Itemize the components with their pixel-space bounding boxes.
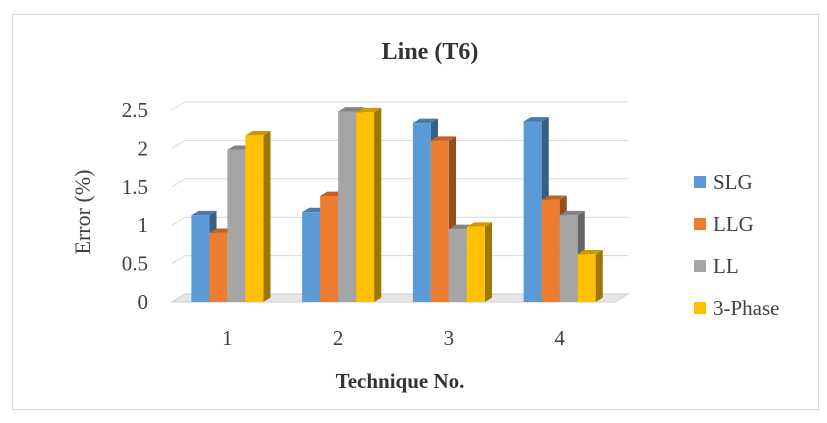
x-axis-ticks: 1 2 3 4 bbox=[222, 326, 565, 350]
bar bbox=[356, 107, 382, 303]
bar-top bbox=[577, 249, 603, 255]
bar-front bbox=[209, 232, 228, 302]
y-axis-title: Error (%) bbox=[70, 170, 95, 255]
bar-top bbox=[523, 117, 549, 122]
y-axis-ticks: 0 0.5 1 1.5 2 2.5 bbox=[122, 98, 148, 314]
bar bbox=[245, 130, 271, 302]
y-tick-label: 0 bbox=[138, 290, 149, 314]
bar-top bbox=[245, 130, 271, 136]
legend: SLG LLG LL 3-Phase bbox=[694, 170, 780, 320]
bar-front bbox=[466, 226, 485, 302]
bar-top bbox=[338, 107, 364, 112]
bar-front bbox=[577, 254, 596, 302]
bar-top bbox=[541, 195, 567, 200]
bar bbox=[466, 222, 493, 302]
bar-top bbox=[559, 210, 585, 216]
bar-front bbox=[338, 111, 357, 302]
bar-top bbox=[466, 222, 493, 227]
legend-item: LLG bbox=[694, 212, 754, 236]
x-tick-label: 2 bbox=[333, 326, 344, 350]
bar-front bbox=[559, 215, 578, 302]
bar-front bbox=[302, 212, 321, 302]
x-tick-label: 4 bbox=[554, 326, 565, 350]
bar bbox=[577, 249, 603, 302]
bar-top bbox=[412, 118, 439, 124]
gridline bbox=[171, 216, 186, 226]
chart-border bbox=[12, 14, 819, 410]
x-tick-label: 1 bbox=[222, 326, 233, 350]
bar-front bbox=[448, 229, 467, 302]
gridline bbox=[171, 178, 186, 188]
y-tick-label: 2.5 bbox=[122, 98, 148, 122]
legend-item: 3-Phase bbox=[694, 296, 780, 320]
bar-side bbox=[595, 249, 603, 302]
y-tick-label: 2 bbox=[138, 136, 149, 160]
legend-item: SLG bbox=[694, 170, 753, 194]
legend-label: LLG bbox=[713, 212, 754, 236]
legend-item: LL bbox=[694, 254, 739, 278]
bar-front bbox=[320, 196, 339, 302]
bar-front bbox=[356, 112, 375, 302]
chart-title: Line (T6) bbox=[382, 39, 479, 65]
legend-swatch bbox=[694, 302, 706, 314]
gridline bbox=[171, 101, 186, 111]
bars bbox=[191, 107, 603, 303]
x-axis-title: Technique No. bbox=[336, 369, 465, 393]
bar-top bbox=[356, 107, 382, 113]
bar-side bbox=[484, 222, 493, 302]
bar-side bbox=[374, 107, 382, 303]
bar-side bbox=[263, 130, 271, 302]
bar-front bbox=[227, 149, 246, 302]
legend-swatch bbox=[694, 260, 706, 272]
legend-label: 3-Phase bbox=[713, 296, 780, 320]
legend-label: LL bbox=[713, 254, 739, 278]
bar-top bbox=[191, 210, 217, 216]
bar-front bbox=[541, 199, 560, 302]
legend-swatch bbox=[694, 176, 706, 188]
y-tick-label: 0.5 bbox=[122, 252, 148, 276]
legend-label: SLG bbox=[713, 170, 753, 194]
gridline bbox=[171, 139, 186, 149]
y-tick-label: 1.5 bbox=[122, 175, 148, 199]
gridline bbox=[171, 255, 186, 265]
bar-front bbox=[430, 140, 449, 302]
bar-front bbox=[523, 121, 542, 303]
x-tick-label: 3 bbox=[444, 326, 455, 350]
bar-front bbox=[245, 135, 264, 302]
legend-swatch bbox=[694, 218, 706, 230]
bar-top bbox=[430, 136, 457, 141]
bar-front bbox=[191, 215, 210, 302]
y-tick-label: 1 bbox=[138, 213, 149, 237]
bar-front bbox=[412, 123, 431, 302]
